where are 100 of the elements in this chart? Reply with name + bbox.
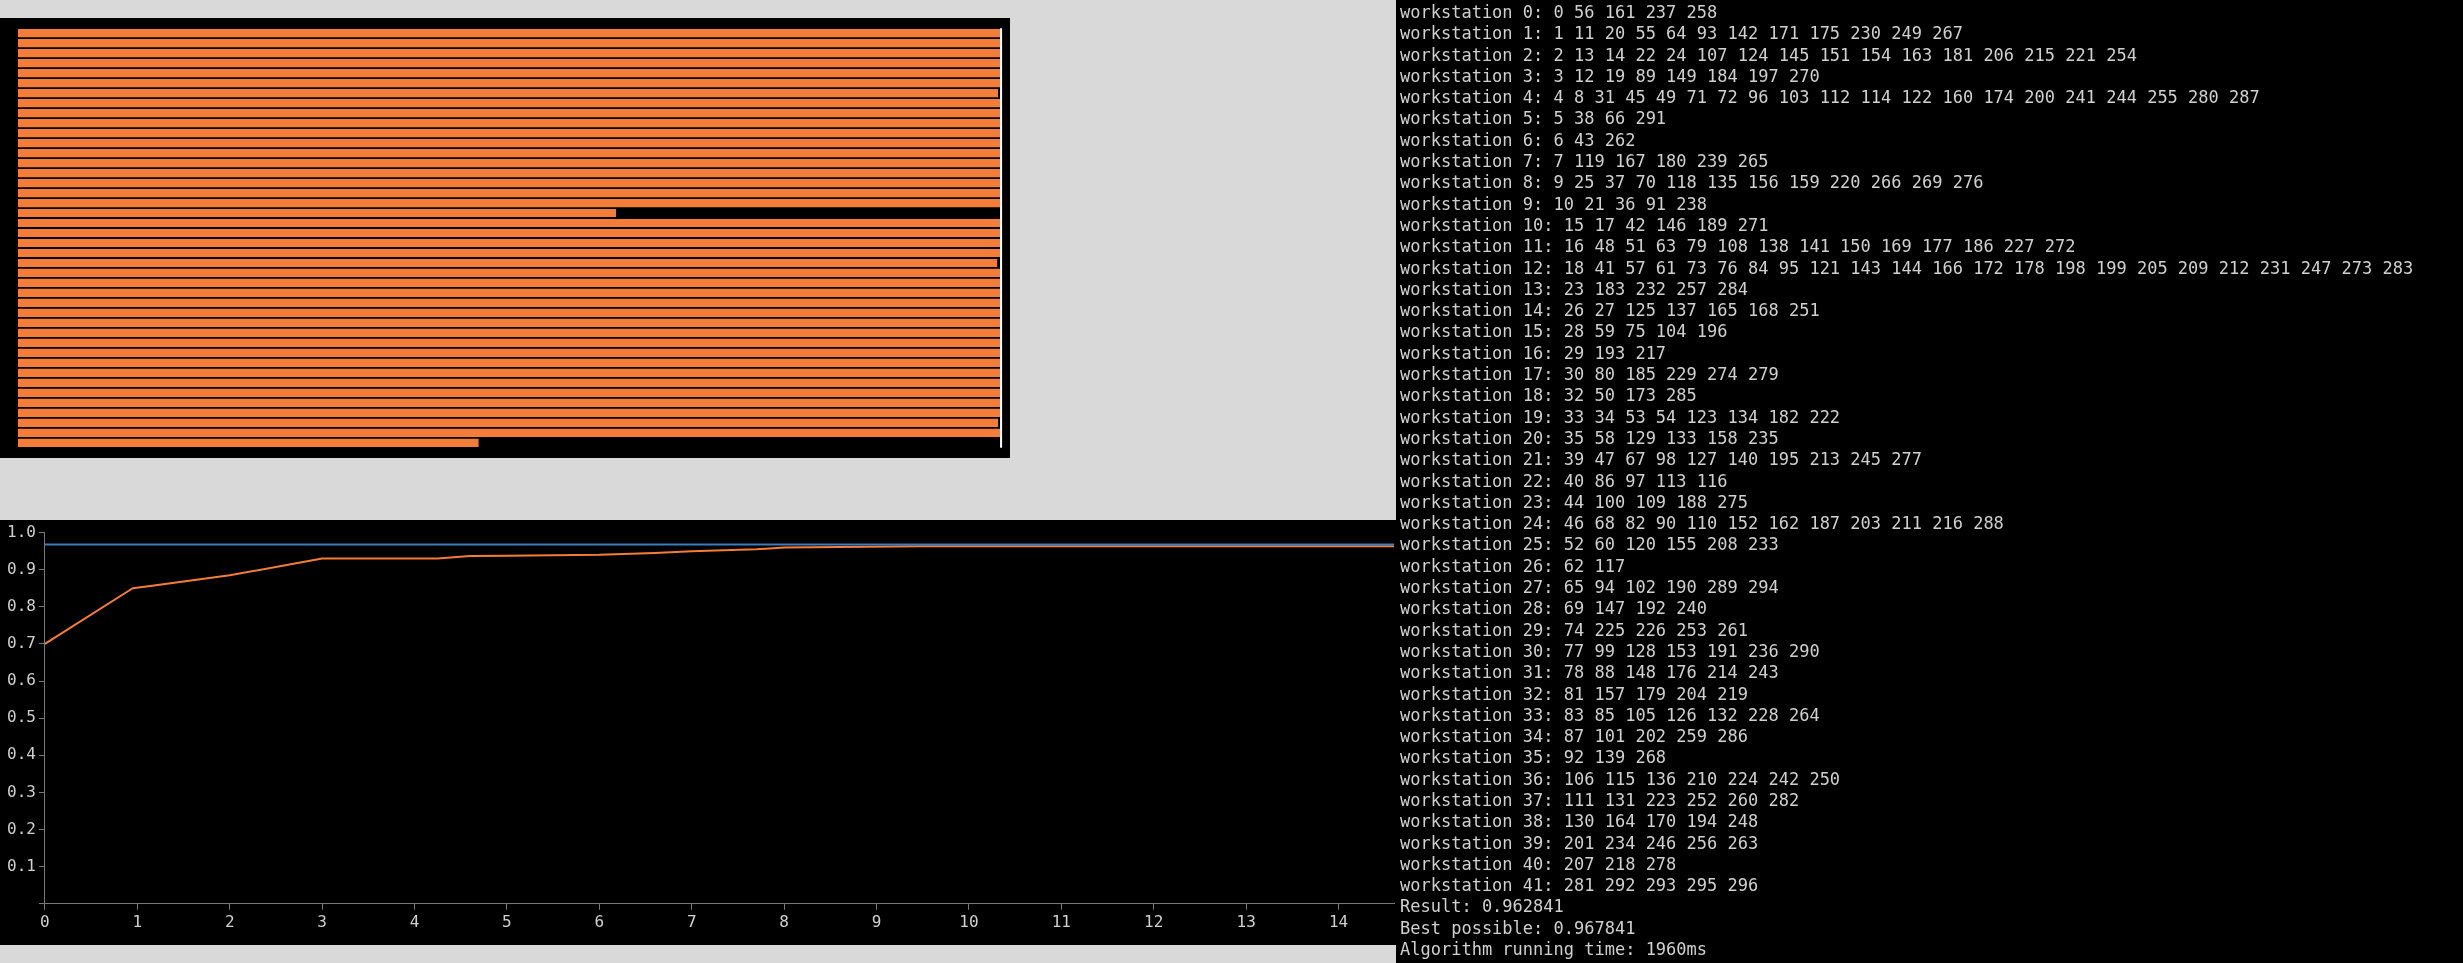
text: workstation 26: 62 117 (1400, 555, 1627, 578)
bar (18, 238, 1001, 248)
bar (18, 79, 1001, 88)
text: workstation 0: 0 56 161 237 258 (1400, 2, 1719, 24)
text: workstation 32: 81 157 179 204 219 (1400, 683, 1749, 705)
x-tick-label: 9 (871, 911, 882, 931)
bar (18, 49, 1001, 58)
x-tick-label: 2 (224, 911, 235, 931)
bar (18, 318, 1001, 328)
bar (18, 109, 1001, 118)
text: workstation 29: 74 225 226 253 261 (1400, 619, 1749, 641)
bar (18, 248, 1001, 258)
text: workstation 8: 9 25 37 70 118 135 156 159 220 266 269 276 (1400, 172, 1985, 194)
bar (18, 119, 1001, 128)
bar (18, 278, 1001, 288)
text: workstation 35: 92 139 268 (1400, 747, 1668, 769)
x-tick-label: 11 (1051, 911, 1071, 931)
bar (18, 388, 1001, 397)
bar (18, 288, 1001, 298)
bar (18, 158, 1001, 168)
text: Algorithm running time: 1960ms (1400, 939, 1709, 961)
text: workstation 19: 33 34 53 54 123 134 182 222 (1400, 406, 1842, 428)
text: workstation 11: 16 48 51 63 79 108 138 141 150 169 177 186 227 272 (1400, 236, 2077, 258)
text: Best possible: 0.967841 (1400, 917, 1637, 940)
text: workstation 33: 83 85 105 126 132 228 264 (1400, 704, 1821, 727)
text: workstation 5: 5 38 66 291 (1400, 108, 1668, 130)
text: workstation 36: 106 115 136 210 224 242 250 (1400, 768, 1842, 790)
bar (18, 198, 1001, 208)
y-tick-label: 0.4 (6, 744, 36, 764)
text: workstation 34: 87 101 202 259 286 (1400, 726, 1749, 748)
text: Result: 0.962841 (1400, 896, 1565, 918)
x-tick-label: 6 (594, 911, 605, 931)
x-tick-label: 4 (409, 911, 420, 931)
text: workstation 10: 15 17 42 146 189 271 (1400, 214, 1770, 237)
bar (18, 29, 1001, 38)
x-tick-label: 8 (779, 911, 789, 931)
bar (18, 268, 1001, 278)
x-tick-label: 5 (502, 911, 512, 931)
text: workstation 41: 281 292 293 295 296 (1400, 875, 1760, 897)
bar (18, 129, 1001, 138)
bar (18, 308, 1001, 318)
y-tick-label: 0.9 (6, 558, 36, 578)
bar (18, 69, 1001, 78)
text: workstation 3: 3 12 19 89 149 184 197 270 (1400, 65, 1821, 88)
text: workstation 25: 52 60 120 155 208 233 (1400, 534, 1780, 556)
bar (18, 358, 1001, 367)
text: workstation 18: 32 50 173 285 (1400, 385, 1698, 407)
bar (18, 178, 1001, 188)
bar (18, 188, 1001, 198)
bar (18, 378, 1001, 387)
text: workstation 2: 2 13 14 22 24 107 124 145 151 154 163 181 206 215 221 254 (1400, 44, 2138, 66)
text: workstation 7: 7 119 167 180 239 265 (1400, 151, 1770, 173)
text: workstation 40: 207 218 278 (1400, 853, 1678, 876)
text: workstation 22: 40 86 97 113 116 (1400, 470, 1729, 492)
y-tick-label: 1.0 (6, 521, 36, 541)
text: workstation 38: 130 164 170 194 248 (1400, 811, 1760, 833)
y-tick-label: 0.3 (6, 781, 36, 801)
y-tick-label: 0.5 (6, 707, 36, 727)
text: workstation 30: 77 99 128 153 191 236 290 (1400, 640, 1821, 663)
bar (18, 398, 1001, 407)
bar (18, 338, 1001, 347)
bar (18, 418, 999, 427)
text: workstation 13: 23 183 232 257 284 (1400, 278, 1749, 301)
text: workstation 16: 29 193 217 (1400, 342, 1668, 365)
x-tick-label: 14 (1328, 911, 1349, 931)
bar (18, 298, 1001, 308)
bar (18, 368, 1001, 377)
y-tick-label: 0.7 (6, 633, 36, 653)
text: workstation 20: 35 58 129 133 158 235 (1400, 427, 1780, 450)
text: workstation 27: 65 94 102 190 289 294 (1400, 577, 1780, 599)
bar (18, 99, 1001, 108)
bar (18, 348, 1001, 357)
x-tick-label: 10 (959, 911, 979, 931)
text: workstation 14: 26 27 125 137 165 168 251 (1400, 300, 1821, 322)
y-tick-label: 0.8 (6, 596, 36, 615)
bar (18, 148, 1001, 158)
text: workstation 21: 39 47 67 98 127 140 195 213 245 277 (1400, 449, 1923, 471)
text: workstation 12: 18 41 57 61 73 76 84 95 121 143 144 166 172 178 198 199 205 209 212 231 247 273 283 (1400, 257, 2415, 279)
bar (18, 428, 1001, 437)
text: workstation 39: 201 234 246 256 263 (1400, 832, 1760, 854)
bar (18, 228, 1001, 238)
bar (18, 168, 1001, 178)
bar (18, 39, 1001, 48)
bar (18, 328, 1001, 338)
bar (18, 258, 998, 268)
x-tick-label: 3 (317, 911, 327, 931)
text: workstation 23: 44 100 109 188 275 (1400, 491, 1749, 514)
y-tick-label: 0.1 (6, 855, 36, 875)
text: workstation 1: 1 11 20 55 64 93 142 171 175 230 249 267 (1400, 23, 1964, 45)
text: workstation 4: 4 8 31 45 49 71 72 96 103 112 114 122 160 174 200 241 244 255 280 287 (1400, 87, 2261, 109)
text: workstation 6: 6 43 262 (1400, 129, 1637, 152)
y-tick-label: 0.6 (6, 670, 36, 690)
y-tick-label: 0.2 (6, 818, 36, 838)
x-tick-label: 0 (40, 911, 50, 931)
bar (18, 408, 1001, 417)
x-tick-label: 12 (1144, 911, 1164, 931)
bar (18, 218, 1001, 228)
x-tick-label: 1 (132, 911, 143, 931)
bar (18, 438, 479, 447)
bar (18, 208, 617, 218)
